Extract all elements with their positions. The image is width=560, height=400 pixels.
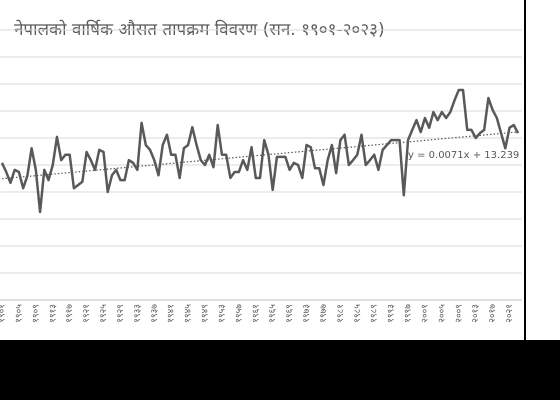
x-tick-label: २००५ [437,304,447,323]
x-tick-label: १९४५ [184,304,194,323]
data-line [0,88,520,214]
x-tick-label: १९०९ [31,304,41,323]
x-tick-label: २०१७ [488,304,498,323]
x-tick-label: १९९७ [404,304,414,323]
x-tick-label: १९९३ [387,304,397,323]
x-tick-label: १९२५ [99,304,109,323]
x-tick-label: १९१३ [48,304,58,323]
x-tick-label: १९१७ [65,304,75,323]
x-tick-label: २०२१ [505,304,515,323]
x-tick-label: १९२९ [116,304,126,323]
x-tick-label: १९३७ [150,304,160,323]
x-tick-label: १९८९ [370,304,380,323]
x-tick-label: १९८१ [336,304,346,323]
x-tick-label: १९४९ [201,304,211,323]
x-tick-label: १९६१ [251,304,261,323]
trendline [1,131,519,180]
x-tick-label: १९७७ [319,304,329,323]
x-tick-label: २००१ [420,304,430,323]
x-tick-label: १९६९ [285,304,295,323]
x-tick-label: १९८५ [353,304,363,323]
x-tick-label: १९०१ [0,304,8,323]
x-tick-label: १९७३ [302,304,312,323]
x-tick-label: १९३३ [133,304,143,323]
x-tick-label: २०१३ [471,304,481,323]
x-tick-label: १९५७ [234,304,244,323]
x-tick-label: २००९ [454,304,464,323]
trendline-label: y = 0.0071x + 13.239 [408,150,519,161]
x-tick-label: १९६५ [268,304,278,323]
x-tick-label: १९५३ [217,304,227,323]
x-tick-label: १९२१ [82,304,92,323]
x-tick-label: १९४१ [167,304,177,323]
x-tick-label: १९०५ [14,304,24,323]
